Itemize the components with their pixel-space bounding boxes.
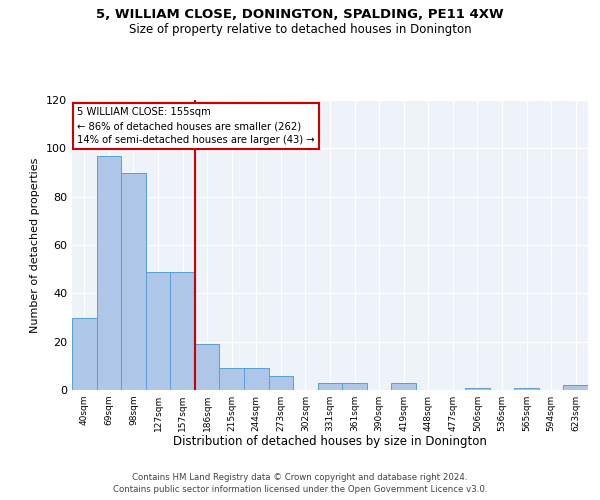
Text: 5, WILLIAM CLOSE, DONINGTON, SPALDING, PE11 4XW: 5, WILLIAM CLOSE, DONINGTON, SPALDING, P… [96, 8, 504, 20]
Text: Distribution of detached houses by size in Donington: Distribution of detached houses by size … [173, 435, 487, 448]
Bar [195, 344, 220, 390]
Text: 5 WILLIAM CLOSE: 155sqm
← 86% of detached houses are smaller (262)
14% of semi-d: 5 WILLIAM CLOSE: 155sqm ← 86% of detache… [77, 108, 315, 146]
Bar [342, 383, 367, 390]
Bar [220, 368, 244, 390]
Bar [97, 156, 121, 390]
Bar [244, 368, 269, 390]
Bar [465, 388, 490, 390]
Text: Contains HM Land Registry data © Crown copyright and database right 2024.: Contains HM Land Registry data © Crown c… [132, 472, 468, 482]
Bar [146, 272, 170, 390]
Bar [121, 172, 146, 390]
Bar [514, 388, 539, 390]
Bar [318, 383, 342, 390]
Bar [72, 318, 97, 390]
Y-axis label: Number of detached properties: Number of detached properties [31, 158, 40, 332]
Bar [269, 376, 293, 390]
Bar [563, 385, 588, 390]
Text: Size of property relative to detached houses in Donington: Size of property relative to detached ho… [128, 22, 472, 36]
Text: Contains public sector information licensed under the Open Government Licence v3: Contains public sector information licen… [113, 485, 487, 494]
Bar [391, 383, 416, 390]
Bar [170, 272, 195, 390]
